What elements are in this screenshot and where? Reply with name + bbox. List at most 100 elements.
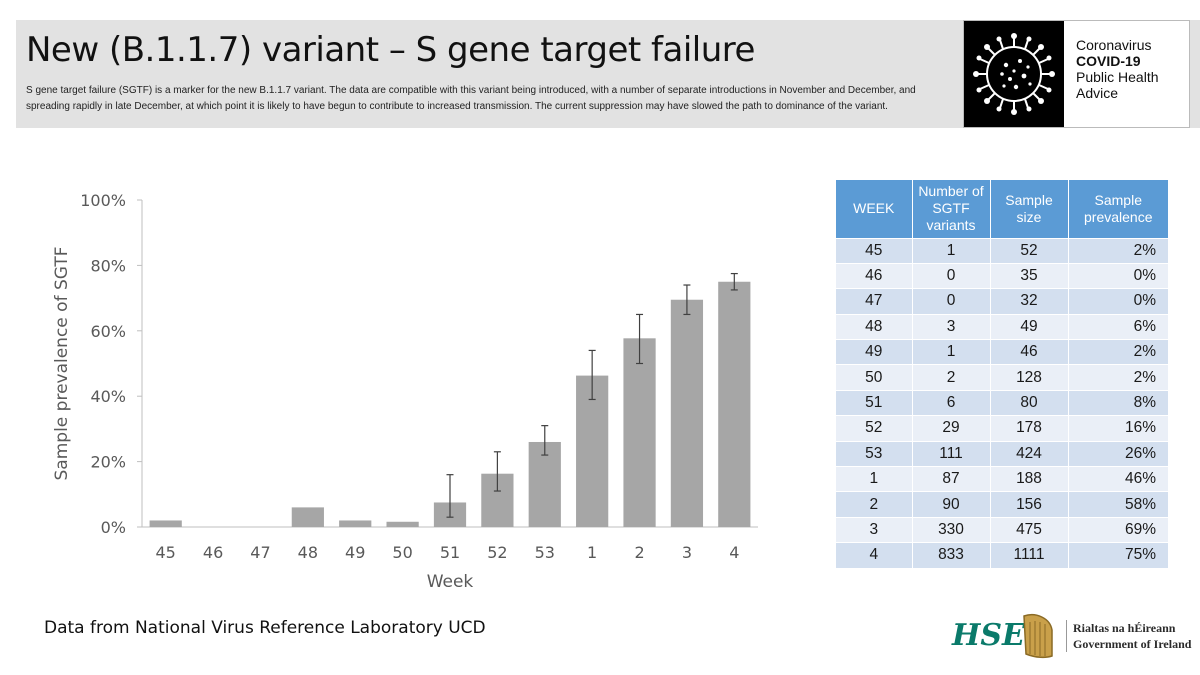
table-cell: 8%	[1068, 389, 1168, 416]
y-tick-label: 20%	[90, 453, 126, 472]
table-row: 47 0 32 0%	[836, 288, 1168, 315]
table-cell: 75%	[1068, 542, 1168, 568]
table-header-cell: Sample prevalence	[1068, 180, 1168, 238]
table-cell: 1	[912, 237, 991, 264]
table-cell: 46%	[1068, 466, 1168, 492]
table-cell: 111	[912, 440, 991, 467]
table-cell: 52	[836, 415, 913, 442]
table-cell: 51	[836, 389, 913, 416]
table-cell: 26%	[1068, 440, 1168, 467]
x-tick-label: 4	[729, 543, 739, 562]
table-cell: 2%	[1068, 237, 1168, 264]
x-tick-label: 50	[392, 543, 412, 562]
x-tick-label: 49	[345, 543, 365, 562]
virus-icon	[964, 21, 1064, 127]
table-row: 45 1 52 2%	[836, 237, 1168, 264]
table-row: 53 111 424 26%	[836, 440, 1168, 467]
header-banner: New (B.1.1.7) variant – S gene target fa…	[16, 20, 1200, 128]
table-row: 1 87 188 46%	[836, 466, 1168, 492]
table-cell: 3	[836, 516, 913, 543]
x-tick-label: 52	[487, 543, 507, 562]
y-tick-label: 0%	[101, 518, 126, 537]
source-note: Data from National Virus Reference Labor…	[44, 618, 486, 638]
x-tick-label: 48	[298, 543, 318, 562]
badge-line-1: Coronavirus	[1076, 37, 1152, 53]
bar	[291, 507, 324, 527]
y-axis-title: Sample prevalence of SGTF	[52, 247, 72, 481]
table-cell: 178	[990, 415, 1069, 442]
table-header-row: WEEK Number of SGTF variants Sample size Sa…	[836, 180, 1168, 238]
badge-label: Coronavirus COVID-19 Public Health Advic…	[1076, 37, 1159, 101]
table-cell: 0	[912, 262, 991, 289]
table-cell: 35	[990, 262, 1069, 289]
x-tick-label: 47	[250, 543, 270, 562]
table-cell: 475	[990, 516, 1069, 543]
table-row: 51 6 80 8%	[836, 389, 1168, 416]
harp-icon	[1016, 612, 1058, 666]
badge-line-4: Advice	[1076, 85, 1119, 101]
x-tick-label: 45	[156, 543, 176, 562]
table-header-cell: WEEK	[836, 180, 913, 238]
x-tick-label: 2	[634, 543, 644, 562]
table-cell: 424	[990, 440, 1069, 467]
y-tick-label: 60%	[90, 322, 126, 341]
table-row: 48 3 49 6%	[836, 313, 1168, 340]
bar	[528, 441, 561, 527]
table-cell: 45	[836, 237, 913, 264]
hse-logo: HSE	[952, 618, 1025, 653]
table-body: 45 1 52 2% 46 0 35 0% 47 0 32 0% 48 3 49 6% 49 1 46 2% 50 2 12…	[836, 237, 1168, 568]
y-tick-label: 80%	[90, 256, 126, 275]
x-tick-label: 51	[440, 543, 460, 562]
table-cell: 2	[836, 491, 913, 518]
table-cell: 49	[836, 339, 913, 365]
table-cell: 6%	[1068, 313, 1168, 340]
table-cell: 0%	[1068, 262, 1168, 289]
table-cell: 128	[990, 364, 1069, 391]
table-cell: 6	[912, 389, 991, 416]
table-cell: 69%	[1068, 516, 1168, 543]
table-header-cell: Sample size	[990, 180, 1069, 238]
badge-line-3: Public Health	[1076, 69, 1159, 85]
table-cell: 32	[990, 288, 1069, 315]
table-cell: 58%	[1068, 491, 1168, 518]
table-row: 2 90 156 58%	[836, 491, 1168, 518]
table-cell: 2%	[1068, 364, 1168, 391]
table-cell: 52	[990, 237, 1069, 264]
bar	[386, 521, 419, 527]
x-axis-title: Week	[427, 572, 474, 592]
bar	[576, 375, 609, 527]
table-cell: 29	[912, 415, 991, 442]
table-cell: 4	[836, 542, 913, 568]
table-cell: 48	[836, 313, 913, 340]
bar	[623, 338, 656, 527]
y-tick-label: 100%	[80, 191, 126, 210]
covid-badge: Coronavirus COVID-19 Public Health Advic…	[963, 20, 1190, 128]
table-cell: 833	[912, 542, 991, 568]
x-tick-label: 46	[203, 543, 223, 562]
government-logo: Rialtas na hÉireann Government of Irelan…	[1066, 620, 1191, 652]
bar	[339, 520, 372, 527]
x-tick-label: 53	[535, 543, 555, 562]
table-cell: 3	[912, 313, 991, 340]
sgtf-table: WEEK Number of SGTF variants Sample size Sa…	[836, 180, 1168, 568]
table-cell: 46	[990, 339, 1069, 365]
table-row: 4 833 1111 75%	[836, 542, 1168, 568]
gov-line-irish: Rialtas na hÉireann	[1073, 621, 1176, 635]
gov-line-english: Government of Ireland	[1073, 637, 1192, 651]
table-cell: 2%	[1068, 339, 1168, 365]
y-tick-label: 40%	[90, 387, 126, 406]
page-title: New (B.1.1.7) variant – S gene target fa…	[26, 30, 755, 70]
x-tick-label: 3	[682, 543, 692, 562]
table-cell: 1	[836, 466, 913, 492]
table-row: 50 2 128 2%	[836, 364, 1168, 391]
table-row: 49 1 46 2%	[836, 339, 1168, 365]
page-subtitle: S gene target failure (SGTF) is a marker…	[26, 85, 916, 112]
table-cell: 47	[836, 288, 913, 315]
table-cell: 156	[990, 491, 1069, 518]
table-cell: 2	[912, 364, 991, 391]
bar	[718, 281, 751, 527]
bar	[149, 520, 182, 527]
table-cell: 1111	[990, 542, 1069, 568]
table-cell: 188	[990, 466, 1069, 492]
table-row: 52 29 178 16%	[836, 415, 1168, 442]
